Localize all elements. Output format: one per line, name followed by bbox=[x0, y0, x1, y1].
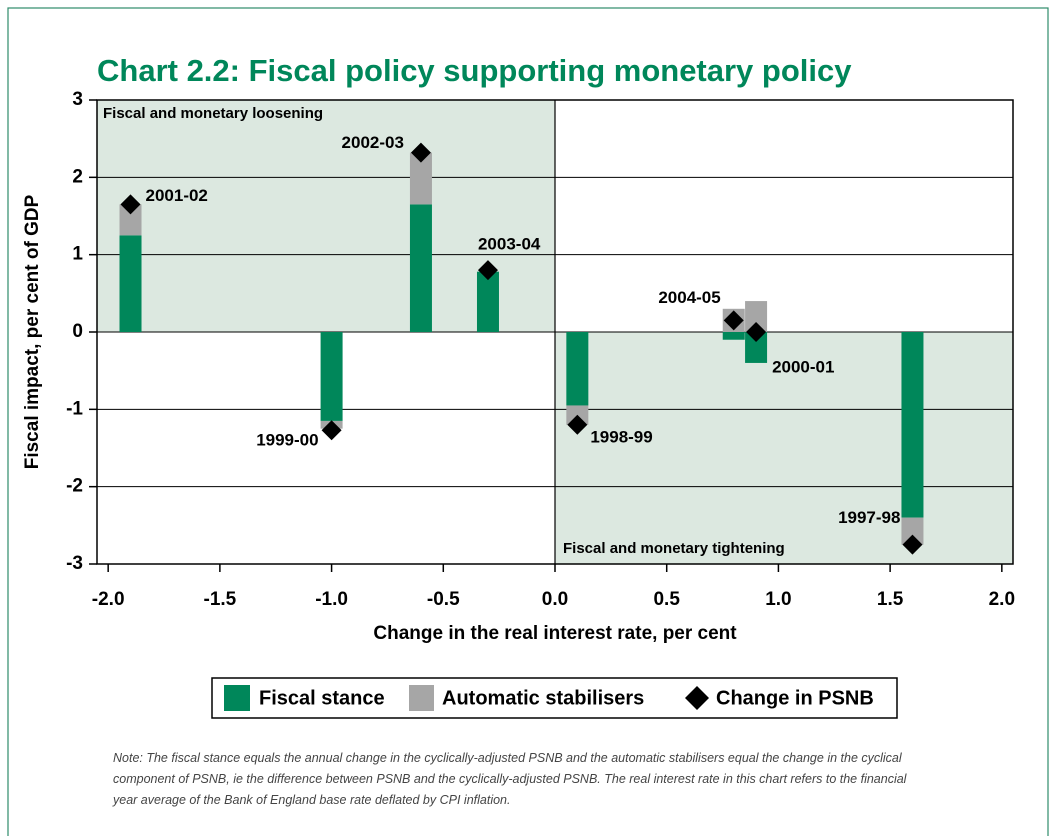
point-label: 1997-98 bbox=[838, 508, 900, 527]
legend-swatch bbox=[409, 685, 434, 711]
x-tick-label: 1.5 bbox=[877, 589, 904, 610]
bar-segment bbox=[409, 152, 432, 205]
x-axis-label: Change in the real interest rate, per ce… bbox=[373, 623, 737, 644]
legend-marker bbox=[685, 686, 709, 710]
psnb-marker bbox=[477, 260, 498, 281]
point-label: 1999-00 bbox=[256, 431, 318, 450]
point-label: 2001-02 bbox=[146, 186, 208, 205]
frame bbox=[7, 7, 1049, 836]
point-label: 1998-99 bbox=[590, 427, 652, 446]
point-label: 2002-03 bbox=[342, 133, 404, 152]
bar-segment bbox=[901, 332, 924, 518]
note: Note: The fiscal stance equals the annua… bbox=[113, 751, 907, 807]
bar-segment bbox=[901, 517, 924, 545]
bar-segment bbox=[320, 332, 343, 421]
bar-segment bbox=[119, 235, 142, 332]
annotation: Fiscal and monetary tightening bbox=[563, 540, 785, 557]
y-tick-label: 3 bbox=[72, 89, 83, 110]
x-tick-label: 0.5 bbox=[653, 589, 680, 610]
y-tick-label: -3 bbox=[66, 553, 83, 574]
x-tick-label: -2.0 bbox=[92, 589, 125, 610]
bar-segment bbox=[476, 271, 499, 332]
bar-segment bbox=[745, 301, 768, 332]
x-tick-label: -1.0 bbox=[315, 589, 348, 610]
quadrant-tightening bbox=[555, 332, 1013, 564]
bar-segment bbox=[722, 332, 745, 340]
x-tick-label: 1.0 bbox=[765, 589, 791, 610]
legend-label: Change in PSNB bbox=[716, 687, 874, 709]
psnb-marker bbox=[902, 534, 923, 555]
legend-label: Fiscal stance bbox=[259, 687, 385, 709]
legend-swatch bbox=[224, 685, 250, 711]
x-tick-label: -1.5 bbox=[204, 589, 237, 610]
annotation: Fiscal and monetary loosening bbox=[103, 105, 323, 122]
bar-segment bbox=[745, 332, 768, 363]
x-tick-label: -0.5 bbox=[427, 589, 460, 610]
y-tick-label: 0 bbox=[72, 321, 83, 342]
point-label: 2004-05 bbox=[658, 288, 720, 307]
psnb-marker bbox=[567, 414, 588, 435]
y-tick-label: 1 bbox=[72, 244, 83, 265]
point-label: 2003-04 bbox=[478, 235, 541, 254]
y-tick-label: -1 bbox=[66, 398, 83, 419]
y-axis-label: Fiscal impact, per cent of GDP bbox=[22, 194, 43, 469]
y-tick-label: -2 bbox=[66, 476, 83, 497]
psnb-marker bbox=[120, 194, 141, 215]
psnb-marker bbox=[723, 310, 744, 331]
psnb-marker bbox=[746, 322, 767, 342]
x-tick-label: 0.0 bbox=[542, 589, 568, 610]
y-tick-label: 2 bbox=[72, 166, 83, 187]
bar-segment bbox=[409, 204, 432, 332]
point-label: 2000-01 bbox=[772, 357, 834, 376]
psnb-marker bbox=[321, 420, 342, 441]
bar-segment bbox=[566, 332, 589, 406]
bar-segment bbox=[119, 204, 142, 236]
plot-frame bbox=[96, 99, 1014, 565]
x-tick-label: 2.0 bbox=[989, 589, 1015, 610]
legend-label: Automatic stabilisers bbox=[442, 687, 644, 709]
chart-title: Chart 2.2: Fiscal policy supporting mone… bbox=[97, 53, 852, 88]
psnb-marker bbox=[410, 142, 431, 163]
legend-box bbox=[211, 677, 898, 719]
